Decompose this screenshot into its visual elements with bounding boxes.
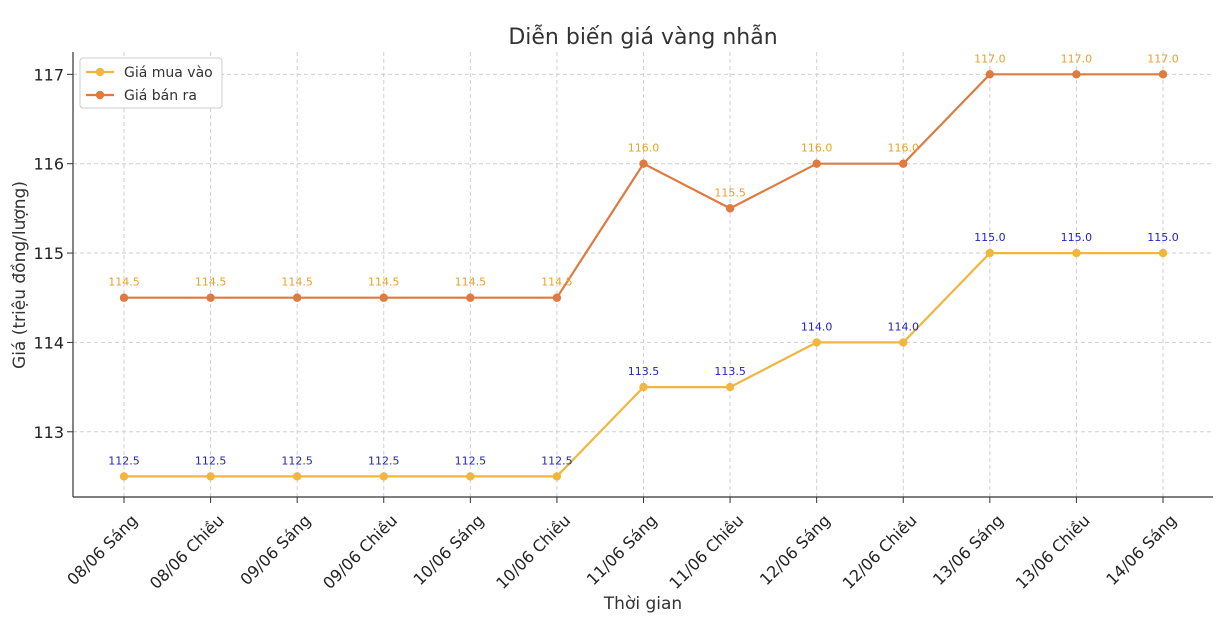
- data-point: [292, 293, 302, 302]
- x-tick-label: 10/06 Chiều: [492, 511, 574, 593]
- data-label: 114.5: [108, 276, 140, 289]
- data-label: 115.5: [714, 186, 746, 199]
- data-point: [812, 338, 821, 347]
- legend-marker: [95, 90, 105, 100]
- x-tick-label: 11/06 Sáng: [583, 511, 661, 589]
- x-tick-label: 14/06 Sáng: [1102, 511, 1180, 589]
- legend-label: Giá bán ra: [124, 88, 197, 104]
- legend: Giá mua vào Giá bán ra: [79, 57, 223, 109]
- data-label: 112.5: [108, 454, 140, 467]
- data-point: [119, 472, 129, 481]
- data-point: [985, 248, 995, 258]
- y-axis-label: Giá (triệu đồng/lượng): [9, 181, 30, 369]
- data-label: 117.0: [1147, 52, 1179, 65]
- grid-lines: [73, 52, 1213, 497]
- y-tick-labels: 113 114 115 116 117: [33, 65, 64, 441]
- data-label: 113.5: [628, 365, 660, 378]
- data-point: [725, 382, 735, 392]
- data-labels: 112.5 112.5 112.5 112.5 112.5 112.5 113.5 113.5…: [108, 52, 1179, 467]
- data-label: 115.0: [1147, 231, 1179, 244]
- data-point: [899, 338, 908, 347]
- data-point: [812, 159, 821, 168]
- legend-label: Giá mua vào: [124, 65, 213, 81]
- x-axis-label: Thời gian: [603, 594, 682, 614]
- x-tick-label: 13/06 Chiều: [1012, 511, 1094, 593]
- data-point: [466, 293, 475, 302]
- data-label: 112.5: [455, 454, 487, 467]
- data-label: 115.0: [1061, 231, 1093, 244]
- data-point: [1072, 248, 1081, 258]
- data-label: 114.0: [801, 320, 833, 333]
- x-tick-label: 11/06 Chiều: [665, 511, 747, 593]
- data-label: 114.0: [888, 320, 920, 333]
- y-tick-label: 116: [33, 155, 64, 174]
- y-tick-label: 115: [33, 244, 64, 263]
- data-point: [985, 70, 995, 79]
- x-tick-label: 08/06 Chiều: [146, 511, 228, 593]
- data-label: 112.5: [195, 454, 227, 467]
- data-label: 112.5: [541, 454, 573, 467]
- data-point: [899, 159, 908, 168]
- data-label: 116.0: [888, 142, 920, 155]
- legend-marker: [95, 67, 105, 77]
- data-label: 117.0: [1061, 52, 1093, 65]
- data-label: 114.5: [281, 276, 313, 289]
- data-label: 113.5: [714, 365, 746, 378]
- data-point: [379, 293, 388, 302]
- data-point: [639, 382, 648, 392]
- data-point: [725, 204, 735, 213]
- data-label: 117.0: [974, 52, 1006, 65]
- x-tick-label: 10/06 Sáng: [410, 511, 488, 589]
- data-point: [466, 472, 475, 481]
- x-tick-labels: 08/06 Sáng 08/06 Chiều 09/06 Sáng 09/06 Chi…: [63, 511, 1180, 593]
- x-tick-label: 09/06 Sáng: [236, 511, 314, 589]
- axes: [67, 52, 1213, 503]
- x-tick-label: 13/06 Sáng: [929, 511, 1007, 589]
- data-point: [1072, 70, 1081, 79]
- data-label: 114.5: [455, 276, 487, 289]
- data-point: [552, 472, 562, 481]
- data-label: 114.5: [368, 276, 400, 289]
- data-label: 116.0: [628, 142, 660, 155]
- data-label: 116.0: [801, 142, 833, 155]
- x-tick-label: 09/06 Chiều: [319, 511, 401, 593]
- data-point: [1158, 248, 1168, 258]
- data-point: [206, 472, 215, 481]
- data-label: 112.5: [281, 454, 313, 467]
- data-label: 114.5: [195, 276, 227, 289]
- x-tick-label: 08/06 Sáng: [63, 511, 141, 589]
- chart-title: Diễn biến giá vàng nhẫn: [508, 24, 777, 50]
- legend-box: [79, 57, 223, 109]
- data-point: [292, 472, 302, 481]
- data-point: [1158, 70, 1168, 79]
- y-tick-label: 117: [33, 65, 64, 84]
- y-tick-label: 113: [33, 423, 64, 442]
- data-point: [119, 293, 129, 302]
- y-tick-label: 114: [33, 333, 64, 352]
- data-label: 114.5: [541, 276, 573, 289]
- data-point: [552, 293, 562, 302]
- data-point: [206, 293, 215, 302]
- data-point: [379, 472, 388, 481]
- data-label: 115.0: [974, 231, 1006, 244]
- x-tick-label: 12/06 Sáng: [756, 511, 834, 589]
- x-tick-label: 12/06 Chiều: [839, 511, 921, 593]
- series-group: [119, 70, 1168, 481]
- data-point: [639, 159, 648, 168]
- data-label: 112.5: [368, 454, 400, 467]
